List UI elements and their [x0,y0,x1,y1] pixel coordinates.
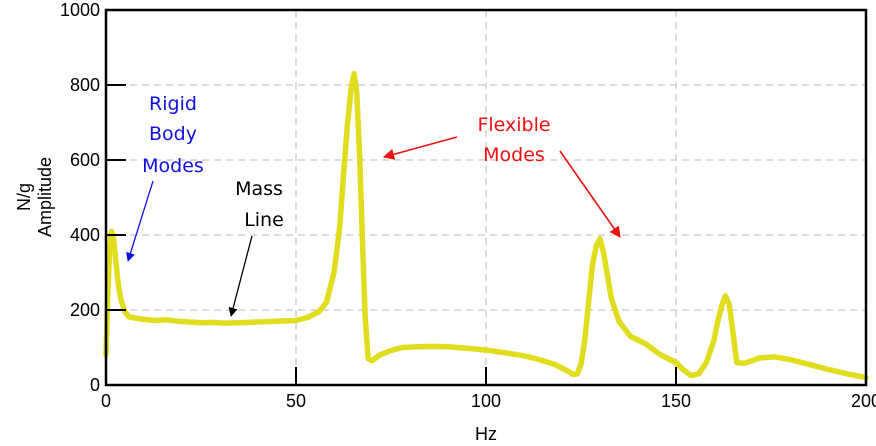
y-tick-label: 600 [70,150,100,170]
arrow-icon [559,150,621,238]
annotation-rigid-body-modes: Rigid Body Modes [126,93,204,262]
flex-label-2: Modes [483,144,545,166]
y-tick-label: 1000 [60,0,100,20]
x-tick-label: 50 [286,391,306,411]
arrow-icon [228,235,253,317]
y-tick-label: 800 [70,75,100,95]
mass-label-2: Line [244,209,284,231]
x-tick-label: 150 [661,391,691,411]
y-axis-title-unit: N/g [14,183,34,211]
flex-label-1: Flexible [477,114,550,136]
y-axis-title-amplitude: Amplitude [35,157,55,237]
y-tick-label: 0 [90,375,100,395]
x-tick-label: 100 [471,391,501,411]
x-tick-label: 200 [851,391,876,411]
y-tick-label: 400 [70,225,100,245]
axes [104,8,868,387]
rigid-label-3: Modes [142,155,204,177]
y-tick-label: 200 [70,300,100,320]
rigid-label-2: Body [149,123,197,145]
annotation-flexible-modes: Flexible Modes [382,114,621,238]
tick-labels: 0 200 400 600 800 1000 0 50 100 150 200 [60,0,876,411]
x-tick-label: 0 [101,391,111,411]
annotation-mass-line: Mass Line [228,178,284,317]
frf-line [103,71,869,381]
x-axis-title: Hz [475,424,497,444]
grid-lines [106,10,866,385]
frf-curve [103,71,869,381]
rigid-label-1: Rigid [149,93,197,115]
mass-label-1: Mass [235,178,283,200]
arrow-icon [126,180,154,262]
arrow-icon [382,136,458,160]
